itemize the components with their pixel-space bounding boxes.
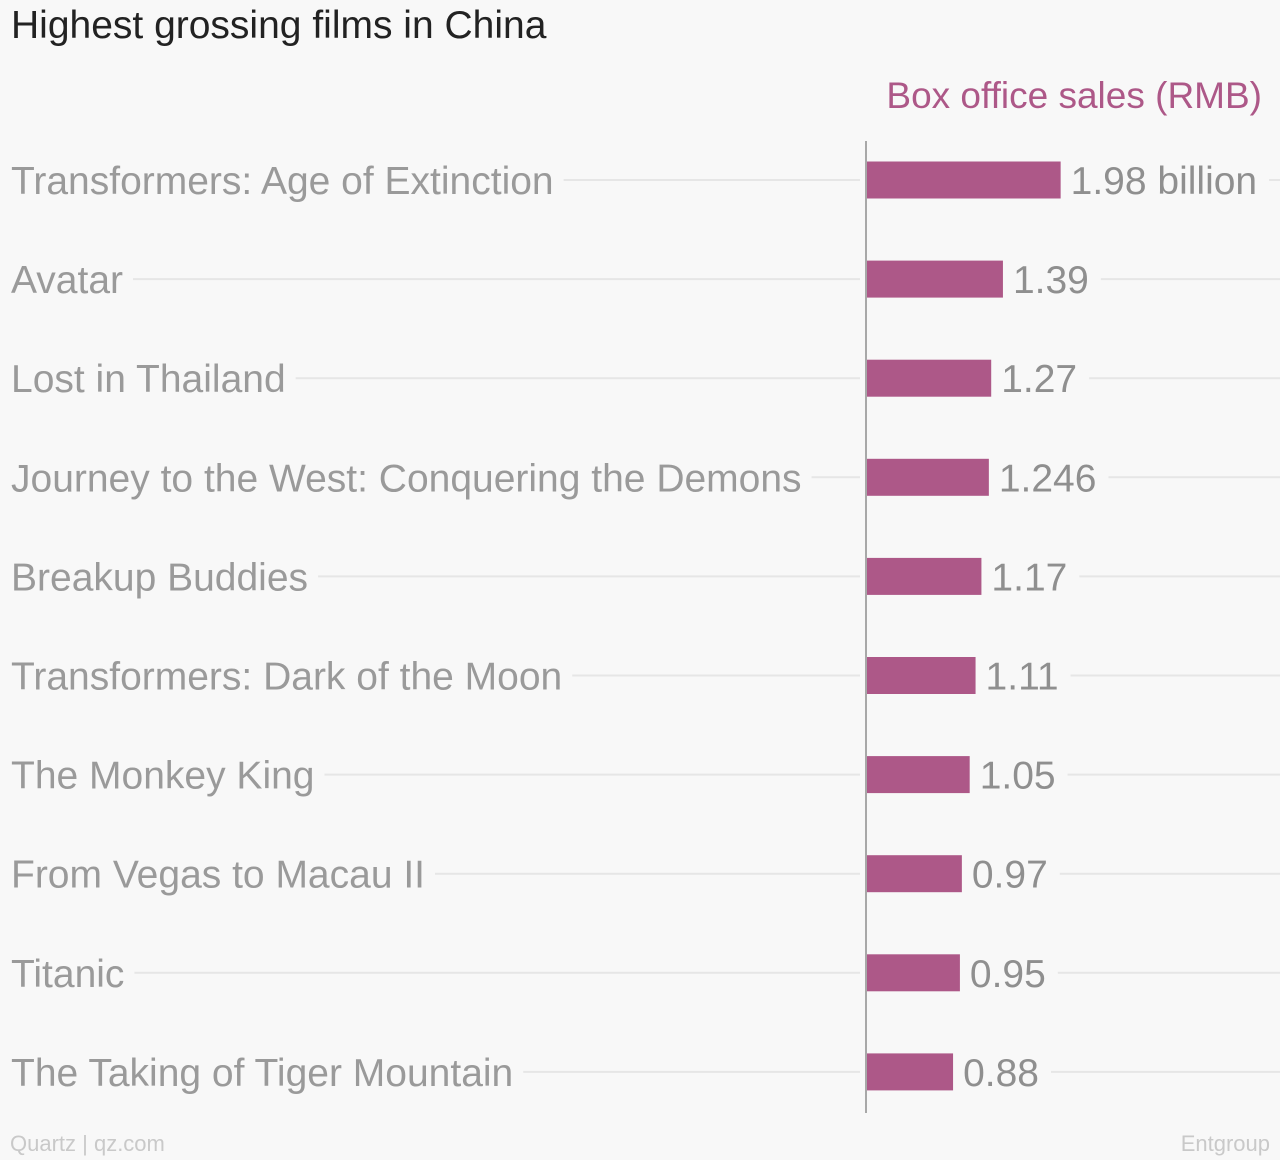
- bar: [867, 954, 960, 992]
- value-label: 0.88: [963, 1052, 1039, 1095]
- value-label: 1.98 billion: [1071, 160, 1257, 203]
- value-label: 1.05: [980, 755, 1056, 798]
- value-label: 1.11: [986, 656, 1059, 699]
- bar: [867, 458, 989, 496]
- bar: [867, 756, 970, 794]
- series-label: Box office sales (RMB): [886, 75, 1262, 116]
- bar: [867, 161, 1061, 199]
- bar: [867, 359, 992, 397]
- value-label: 0.95: [970, 953, 1046, 996]
- value-label: 1.27: [1001, 358, 1077, 401]
- category-label: The Monkey King: [11, 755, 315, 798]
- value-label: 1.246: [999, 457, 1097, 500]
- category-label: The Taking of Tiger Mountain: [11, 1052, 513, 1095]
- category-label: Transformers: Dark of the Moon: [11, 656, 562, 699]
- category-label: Transformers: Age of Extinction: [11, 160, 554, 203]
- category-label: Lost in Thailand: [11, 358, 286, 401]
- category-label: Avatar: [11, 259, 123, 302]
- data-source: Entgroup: [1180, 1131, 1270, 1156]
- bar: [867, 260, 1003, 298]
- value-label: 1.17: [991, 556, 1067, 599]
- chart-title: Highest grossing films in China: [11, 4, 547, 47]
- value-label: 0.97: [972, 854, 1048, 897]
- category-label: Titanic: [11, 953, 124, 996]
- bar: [867, 657, 976, 694]
- source-credit: Quartz | qz.com: [10, 1131, 165, 1156]
- bar: [867, 1053, 954, 1091]
- bar: [867, 855, 962, 893]
- category-label: From Vegas to Macau II: [11, 854, 425, 897]
- category-label: Journey to the West: Conquering the Demo…: [11, 457, 802, 500]
- bar: [867, 557, 982, 595]
- value-label: 1.39: [1013, 259, 1089, 302]
- category-label: Breakup Buddies: [11, 556, 308, 599]
